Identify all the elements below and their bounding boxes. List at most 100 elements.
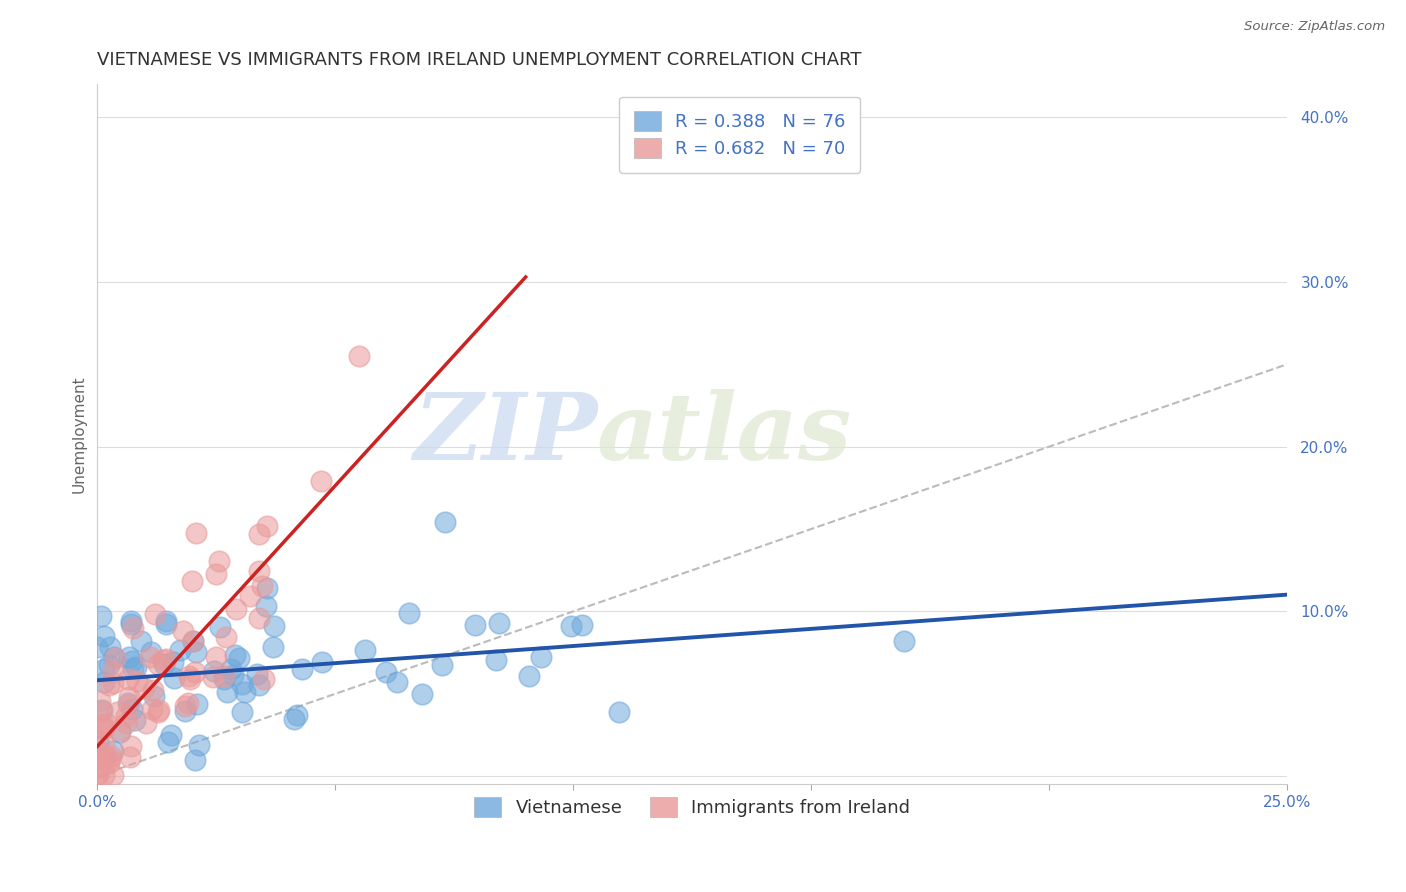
Point bbox=[131, 634, 153, 648]
Point bbox=[247, 611, 270, 625]
Point bbox=[118, 649, 141, 664]
Point bbox=[571, 618, 593, 632]
Point bbox=[163, 671, 186, 685]
Point bbox=[262, 640, 284, 654]
Point bbox=[134, 681, 156, 695]
Point bbox=[517, 669, 540, 683]
Point bbox=[117, 672, 139, 686]
Point bbox=[411, 687, 433, 701]
Point bbox=[108, 723, 131, 738]
Point bbox=[184, 645, 207, 659]
Point bbox=[169, 643, 191, 657]
Point bbox=[172, 624, 194, 639]
Point bbox=[254, 599, 277, 613]
Point bbox=[91, 721, 114, 735]
Point bbox=[91, 750, 114, 764]
Point bbox=[98, 752, 121, 766]
Point bbox=[184, 525, 207, 540]
Point bbox=[93, 767, 115, 781]
Point bbox=[153, 657, 176, 672]
Point bbox=[247, 564, 270, 578]
Point bbox=[117, 696, 139, 710]
Point bbox=[285, 707, 308, 722]
Point bbox=[148, 703, 170, 717]
Point bbox=[94, 716, 117, 731]
Point bbox=[607, 705, 630, 719]
Text: ZIP: ZIP bbox=[413, 389, 598, 479]
Point bbox=[93, 662, 115, 676]
Point bbox=[247, 526, 270, 541]
Point bbox=[87, 747, 110, 761]
Point bbox=[893, 634, 915, 648]
Point bbox=[120, 614, 142, 628]
Point bbox=[155, 616, 177, 631]
Point bbox=[219, 662, 242, 676]
Point bbox=[290, 662, 312, 676]
Point bbox=[231, 677, 253, 691]
Point bbox=[89, 744, 111, 758]
Point bbox=[374, 665, 396, 679]
Y-axis label: Unemployment: Unemployment bbox=[72, 376, 86, 493]
Point bbox=[108, 725, 131, 739]
Point bbox=[103, 650, 125, 665]
Point bbox=[485, 653, 508, 667]
Point bbox=[347, 349, 370, 363]
Point bbox=[433, 515, 456, 529]
Point bbox=[188, 738, 211, 752]
Point bbox=[253, 672, 276, 686]
Point bbox=[86, 640, 108, 654]
Point bbox=[143, 607, 166, 622]
Point bbox=[181, 633, 204, 648]
Point bbox=[142, 683, 165, 698]
Point bbox=[114, 716, 136, 731]
Point bbox=[174, 705, 197, 719]
Point bbox=[256, 581, 278, 595]
Point bbox=[115, 709, 138, 723]
Text: VIETNAMESE VS IMMIGRANTS FROM IRELAND UNEMPLOYMENT CORRELATION CHART: VIETNAMESE VS IMMIGRANTS FROM IRELAND UN… bbox=[97, 51, 862, 69]
Point bbox=[205, 567, 228, 582]
Point bbox=[155, 651, 177, 665]
Point bbox=[100, 748, 122, 763]
Point bbox=[142, 689, 165, 703]
Point bbox=[98, 657, 121, 672]
Point bbox=[228, 650, 250, 665]
Point bbox=[222, 668, 245, 682]
Point bbox=[179, 669, 201, 683]
Point bbox=[118, 698, 141, 713]
Point bbox=[89, 694, 111, 708]
Point bbox=[148, 705, 170, 719]
Point bbox=[162, 655, 184, 669]
Text: Source: ZipAtlas.com: Source: ZipAtlas.com bbox=[1244, 20, 1385, 33]
Point bbox=[239, 589, 262, 603]
Point bbox=[120, 749, 142, 764]
Point bbox=[398, 606, 420, 620]
Point bbox=[122, 661, 145, 675]
Point bbox=[103, 665, 125, 679]
Point bbox=[91, 717, 114, 731]
Point bbox=[179, 672, 201, 686]
Point bbox=[87, 751, 110, 765]
Point bbox=[121, 621, 143, 635]
Point bbox=[121, 702, 143, 716]
Point bbox=[233, 684, 256, 698]
Point bbox=[204, 650, 226, 665]
Point bbox=[464, 618, 486, 632]
Point bbox=[385, 674, 408, 689]
Point bbox=[225, 602, 247, 616]
Point bbox=[146, 657, 169, 672]
Point bbox=[246, 666, 269, 681]
Point bbox=[224, 648, 246, 662]
Point bbox=[263, 619, 285, 633]
Legend: Vietnamese, Immigrants from Ireland: Vietnamese, Immigrants from Ireland bbox=[467, 790, 918, 824]
Text: atlas: atlas bbox=[598, 389, 852, 479]
Point bbox=[247, 678, 270, 692]
Point bbox=[86, 767, 108, 781]
Point bbox=[177, 696, 200, 710]
Point bbox=[250, 579, 273, 593]
Point bbox=[560, 619, 582, 633]
Point bbox=[141, 702, 163, 716]
Point bbox=[139, 650, 162, 665]
Point bbox=[184, 753, 207, 767]
Point bbox=[120, 616, 142, 631]
Point bbox=[160, 728, 183, 742]
